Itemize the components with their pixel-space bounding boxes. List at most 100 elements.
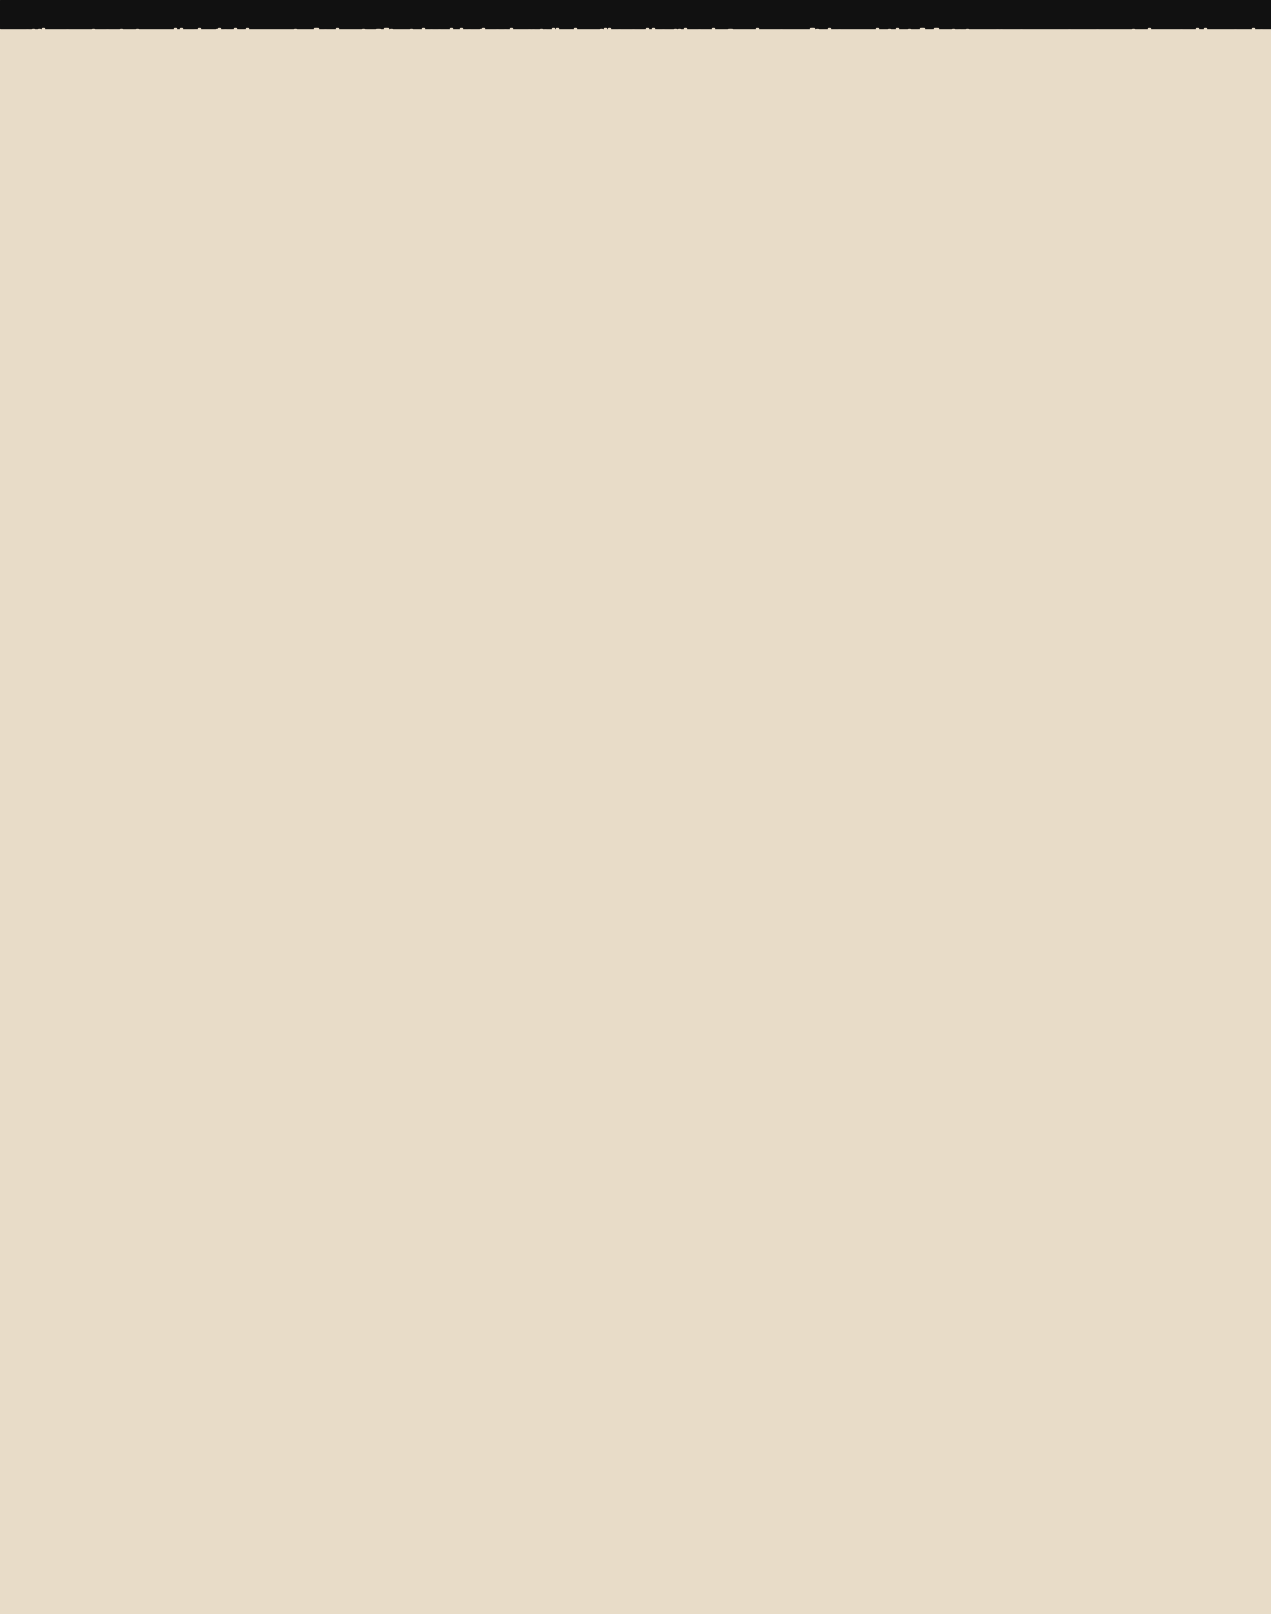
Text: DIST:  4,5,7,8: DIST: 4,5,7,8	[108, 82, 203, 95]
Bar	[620, 44, 622, 1614]
Bar	[200, 32, 202, 1614]
Bar	[572, 44, 574, 1614]
Text: Model P-38G-10 airplane, AF No. 41-13367, and: Model P-38G-10 airplane, AF No. 41-13367…	[561, 936, 848, 949]
Text: P-38F-5: P-38F-5	[561, 710, 610, 723]
Bar	[386, 27, 388, 1614]
Text: RESTRICTED: RESTRICTED	[588, 1554, 683, 1567]
Bar	[736, 48, 738, 1614]
Bar	[216, 29, 219, 1614]
Bar	[233, 31, 234, 1614]
Bar	[1063, 44, 1064, 1614]
Bar	[902, 31, 904, 1614]
Bar	[1120, 40, 1122, 1614]
Bar	[0, 34, 3, 1614]
Bar	[186, 39, 188, 1614]
Text: A summary of the periodic inspection prescribed in paragraph 1. will be entered: A summary of the periodic inspection pre…	[158, 261, 674, 274]
Bar	[526, 47, 527, 1614]
Bar	[426, 32, 428, 1614]
Bar	[142, 40, 144, 1614]
Bar	[189, 44, 192, 1614]
Bar	[520, 31, 522, 1614]
Bar	[792, 37, 794, 1614]
Bar	[219, 27, 220, 1614]
Bar	[66, 31, 69, 1614]
Bar	[688, 39, 690, 1614]
Bar	[766, 32, 768, 1614]
Bar	[430, 31, 432, 1614]
Bar	[36, 32, 38, 1614]
Bar	[910, 44, 913, 1614]
Text: 41-2323 to 41-2358  inclusive: 41-2323 to 41-2358 inclusive	[278, 833, 455, 846]
Bar	[338, 47, 341, 1614]
Bar	[50, 44, 52, 1614]
Bar	[1154, 44, 1157, 1614]
Text: part No. 245901, at station 126 3/32, a visual inspec-: part No. 245901, at station 126 3/32, a …	[128, 394, 465, 407]
Text: P-38G-1: P-38G-1	[561, 755, 613, 768]
Text: P-38F-1: P-38F-1	[561, 429, 610, 442]
Bar	[1088, 37, 1091, 1614]
Bar	[214, 39, 216, 1614]
Text: 41-7515: 41-7515	[700, 549, 749, 562]
Text: 41-7486 to 41-7496  inclusive: 41-7486 to 41-7496 inclusive	[278, 876, 455, 889]
Bar	[1185, 40, 1186, 1614]
Bar	[153, 36, 154, 1614]
Text: NOTE: NOTE	[108, 261, 158, 276]
Bar	[188, 47, 189, 1614]
Bar	[178, 36, 180, 1614]
Bar	[1110, 37, 1112, 1614]
Bar	[86, 45, 88, 1614]
FancyBboxPatch shape	[473, 121, 797, 145]
Bar	[458, 36, 460, 1614]
Bar	[534, 45, 536, 1614]
Bar	[1190, 36, 1192, 1614]
Bar	[991, 32, 994, 1614]
Bar	[855, 44, 858, 1614]
Text: 1.: 1.	[108, 378, 121, 391]
Text: 42-12799 to 42-12866 inclusive: 42-12799 to 42-12866 inclusive	[700, 784, 887, 797]
Bar	[1032, 48, 1035, 1614]
Bar	[1138, 32, 1140, 1614]
Text: 41-2121 to 41-2156  inclusive: 41-2121 to 41-2156 inclusive	[278, 744, 454, 757]
Text: affected area and a reinforcement will be  installed: affected area and a reinforcement will b…	[128, 424, 454, 437]
Text: complished when cracks or buckling are evi-: complished when cracks or buckling are e…	[108, 520, 391, 533]
Bar	[433, 31, 436, 1614]
Bar	[1043, 36, 1046, 1614]
Text: 41-7526 to 41-7530  inclusive: 41-7526 to 41-7530 inclusive	[278, 922, 455, 935]
Bar	[780, 31, 782, 1614]
Bar	[1249, 42, 1252, 1614]
Bar	[70, 47, 72, 1614]
Bar	[850, 40, 852, 1614]
Bar	[44, 39, 46, 1614]
Bar	[754, 32, 756, 1614]
Bar	[174, 27, 175, 1614]
Bar	[1035, 40, 1036, 1614]
Bar	[1070, 39, 1071, 1614]
Text: 40-774  to 40-809   inclusive: 40-774 to 40-809 inclusive	[278, 641, 447, 654]
Bar	[806, 39, 808, 1614]
Bar	[391, 48, 394, 1614]
Text: 41-7516 to 41-7524  inclusive: 41-7516 to 41-7524 inclusive	[278, 907, 455, 920]
Bar	[1252, 27, 1254, 1614]
Bar	[632, 31, 634, 1614]
Bar	[840, 39, 841, 1614]
Bar	[412, 32, 414, 1614]
Bar	[600, 29, 602, 1614]
Bar	[411, 29, 412, 1614]
Ellipse shape	[5, 628, 55, 692]
Bar	[672, 48, 674, 1614]
Bar	[484, 44, 486, 1614]
Bar	[310, 39, 311, 1614]
Bar	[547, 44, 548, 1614]
Bar	[118, 31, 119, 1614]
Bar	[580, 47, 582, 1614]
Bar	[1214, 40, 1216, 1614]
Bar	[533, 31, 534, 1614]
Bar	[140, 31, 142, 1614]
Bar	[1046, 47, 1049, 1614]
Bar	[1186, 45, 1188, 1614]
Bar	[960, 44, 962, 1614]
Bar	[264, 47, 266, 1614]
Bar	[416, 39, 418, 1614]
Bar	[540, 29, 541, 1614]
Bar	[882, 48, 885, 1614]
